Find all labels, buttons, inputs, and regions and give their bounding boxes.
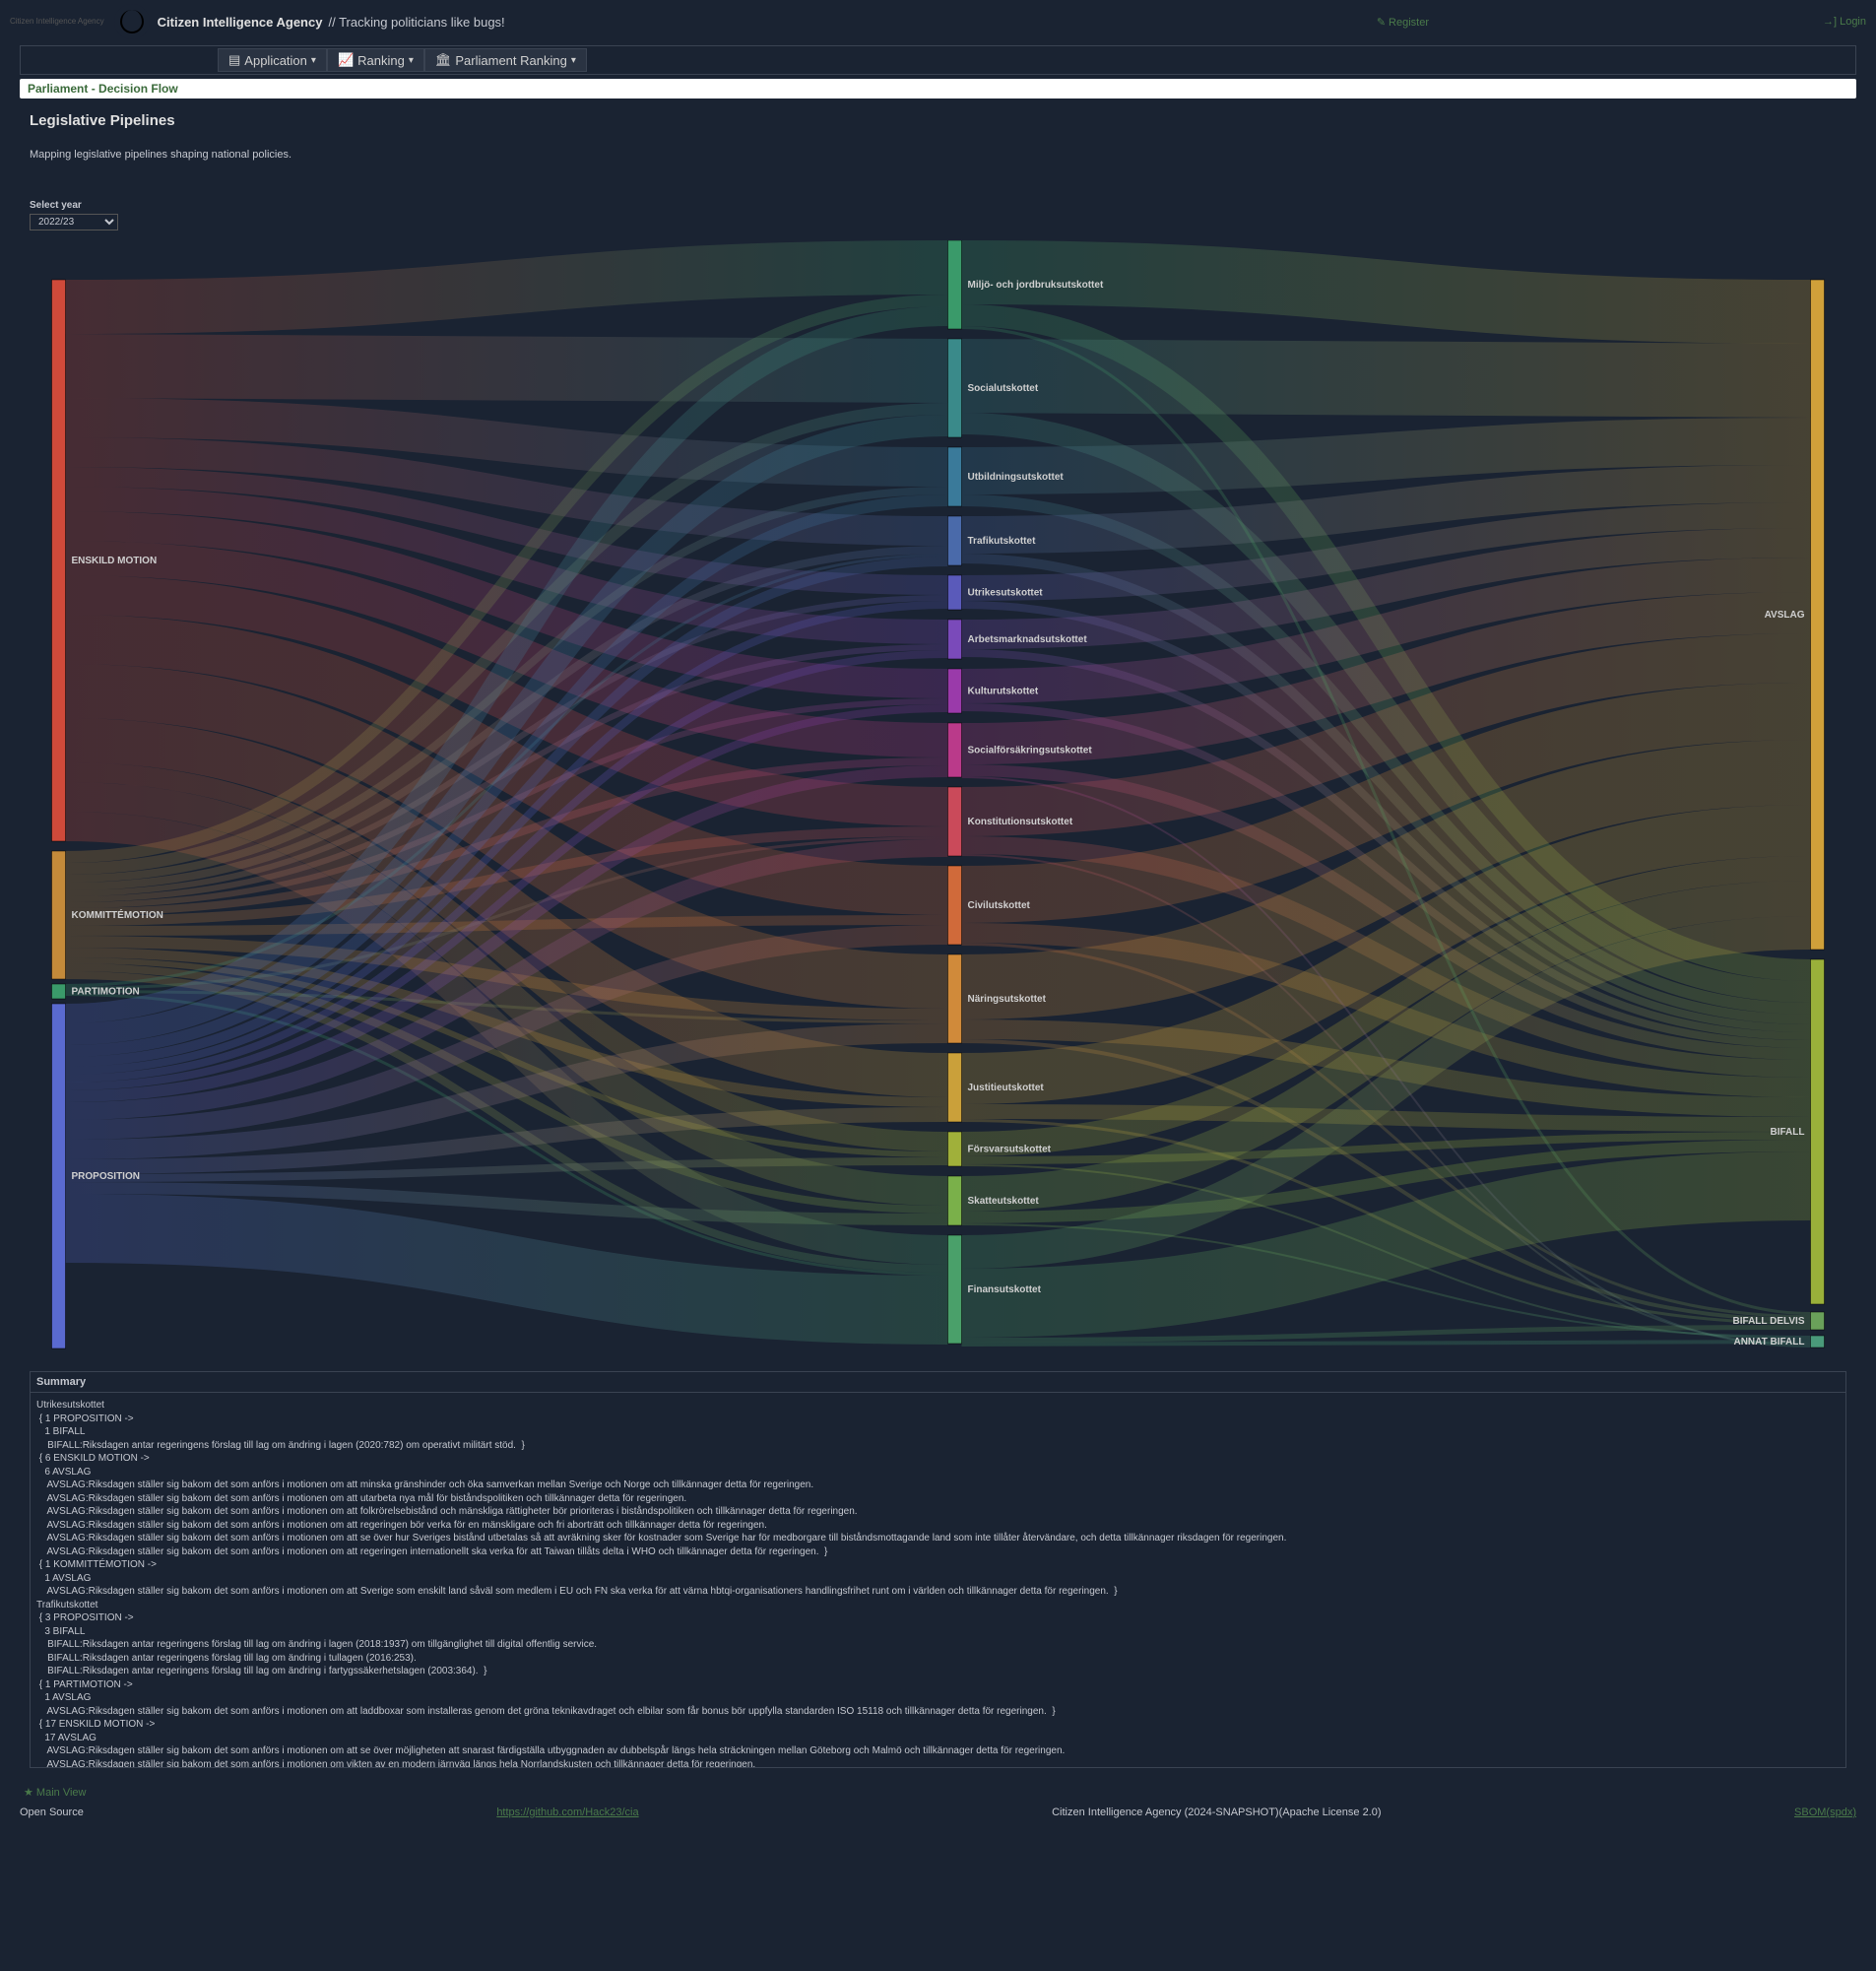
svg-text:ENSKILD MOTION: ENSKILD MOTION bbox=[72, 556, 158, 566]
star-icon: ★ bbox=[24, 1787, 36, 1799]
sankey-svg: ENSKILD MOTION KOMMITTÉMOTION PARTIMOTION P… bbox=[30, 240, 1846, 1363]
footer-left: Open Source bbox=[20, 1807, 84, 1818]
sankey-chart: ENSKILD MOTION KOMMITTÉMOTION PARTIMOTION P… bbox=[30, 240, 1846, 1363]
login-link[interactable]: →]Login bbox=[1823, 16, 1866, 28]
footer-sbom-link[interactable]: SBOM(spdx) bbox=[1794, 1807, 1856, 1818]
svg-text:PARTIMOTION: PARTIMOTION bbox=[72, 987, 140, 998]
svg-text:Finansutskottet: Finansutskottet bbox=[968, 1284, 1042, 1295]
parliament-icon: 🏛 bbox=[435, 52, 452, 68]
svg-text:Kulturutskottet: Kulturutskottet bbox=[968, 687, 1039, 697]
svg-text:ANNAT BIFALL: ANNAT BIFALL bbox=[1733, 1337, 1804, 1347]
menu-parliament-ranking[interactable]: 🏛Parliament Ranking ▾ bbox=[424, 48, 587, 72]
svg-text:KOMMITTÉMOTION: KOMMITTÉMOTION bbox=[72, 908, 163, 921]
ranking-icon: 📈 bbox=[338, 52, 354, 68]
summary-box: Summary Utrikesutskottet { 1 PROPOSITION… bbox=[30, 1371, 1846, 1768]
svg-text:Trafikutskottet: Trafikutskottet bbox=[968, 536, 1037, 547]
svg-text:Arbetsmarknadsutskottet: Arbetsmarknadsutskottet bbox=[968, 634, 1088, 645]
menu-application[interactable]: ▤ Application ▾ bbox=[218, 48, 327, 72]
footer: Open Source https://github.com/Hack23/ci… bbox=[0, 1803, 1876, 1826]
footer-mid: Citizen Intelligence Agency (2024-SNAPSH… bbox=[1052, 1807, 1381, 1818]
year-select[interactable]: 2022/23 bbox=[30, 214, 118, 230]
page-heading: Legislative Pipelines bbox=[30, 112, 1846, 129]
register-icon: ✎ bbox=[1377, 17, 1386, 29]
menu-application-label: Application bbox=[244, 53, 307, 68]
svg-text:Utbildningsutskottet: Utbildningsutskottet bbox=[968, 472, 1065, 483]
topbar: Citizen Intelligence Agency Citizen Inte… bbox=[0, 0, 1876, 43]
logo-text: Citizen Intelligence Agency bbox=[10, 18, 104, 27]
menubar: ▤ Application ▾ 📈Ranking ▾ 🏛Parliament Rank… bbox=[20, 45, 1856, 75]
chevron-down-icon: ▾ bbox=[311, 55, 316, 66]
svg-text:PROPOSITION: PROPOSITION bbox=[72, 1171, 140, 1182]
register-label: Register bbox=[1389, 17, 1429, 29]
summary-body[interactable]: Utrikesutskottet { 1 PROPOSITION -> 1 BI… bbox=[31, 1393, 1845, 1767]
chevron-down-icon: ▾ bbox=[571, 55, 576, 66]
svg-text:BIFALL: BIFALL bbox=[1771, 1127, 1805, 1138]
svg-text:BIFALL DELVIS: BIFALL DELVIS bbox=[1733, 1316, 1805, 1327]
svg-text:Utrikesutskottet: Utrikesutskottet bbox=[968, 588, 1044, 599]
application-icon: ▤ bbox=[228, 52, 240, 68]
footer-github-link[interactable]: https://github.com/Hack23/cia bbox=[496, 1807, 638, 1818]
section-title: Parliament - Decision Flow bbox=[20, 79, 1856, 99]
svg-text:Försvarsutskottet: Försvarsutskottet bbox=[968, 1145, 1052, 1155]
menu-ranking[interactable]: 📈Ranking ▾ bbox=[327, 48, 424, 72]
login-label: Login bbox=[1840, 16, 1866, 28]
main-view-label: Main View bbox=[36, 1787, 87, 1799]
register-link[interactable]: ✎Register bbox=[1377, 16, 1429, 29]
svg-text:Miljö- och jordbruksutskottet: Miljö- och jordbruksutskottet bbox=[968, 280, 1104, 291]
menu-ranking-label: Ranking bbox=[357, 53, 405, 68]
svg-text:AVSLAG: AVSLAG bbox=[1765, 610, 1805, 621]
summary-title: Summary bbox=[31, 1372, 1845, 1393]
main-view-link[interactable]: ★ Main View bbox=[0, 1782, 109, 1803]
chevron-down-icon: ▾ bbox=[409, 55, 414, 66]
content: Legislative Pipelines Mapping legislativ… bbox=[20, 102, 1856, 1778]
svg-text:Civilutskottet: Civilutskottet bbox=[968, 900, 1031, 911]
svg-text:Näringsutskottet: Näringsutskottet bbox=[968, 994, 1047, 1005]
svg-text:Skatteutskottet: Skatteutskottet bbox=[968, 1196, 1040, 1207]
app-tagline: // Tracking politicians like bugs! bbox=[328, 15, 504, 30]
menu-parliament-ranking-label: Parliament Ranking bbox=[455, 53, 566, 68]
logo-icon bbox=[114, 4, 150, 39]
svg-text:Socialutskottet: Socialutskottet bbox=[968, 383, 1039, 394]
app-title: Citizen Intelligence Agency bbox=[158, 15, 323, 30]
svg-text:Socialförsäkringsutskottet: Socialförsäkringsutskottet bbox=[968, 746, 1093, 756]
login-icon: →] bbox=[1823, 16, 1837, 28]
svg-text:Konstitutionsutskottet: Konstitutionsutskottet bbox=[968, 817, 1073, 827]
page-subheading: Mapping legislative pipelines shaping na… bbox=[30, 149, 1846, 161]
svg-text:Justitieutskottet: Justitieutskottet bbox=[968, 1083, 1045, 1093]
year-label: Select year bbox=[30, 200, 1846, 211]
